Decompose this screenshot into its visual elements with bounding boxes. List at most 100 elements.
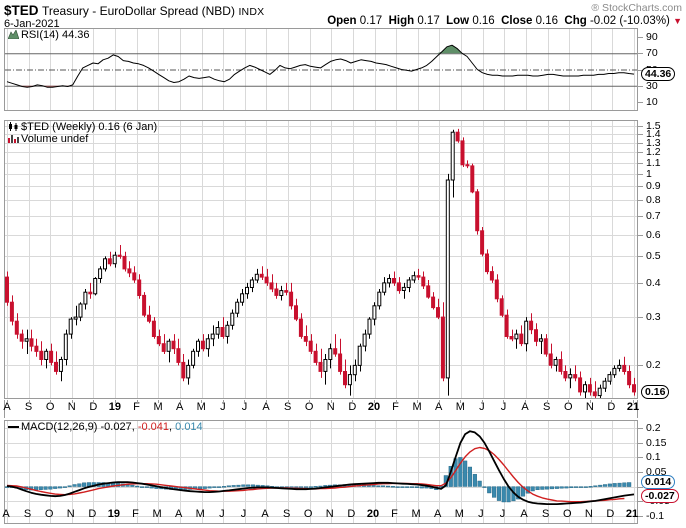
chg-label: Chg xyxy=(564,15,587,27)
axis-tick-label: 0.3 xyxy=(646,311,661,324)
x-axis-tick xyxy=(395,400,397,403)
x-axis-tick-label: 21 xyxy=(625,508,639,520)
x-axis-tick xyxy=(633,400,634,403)
macd-hist-flag: 0.014 xyxy=(641,475,676,490)
axis-tick-label: 0.7 xyxy=(646,210,661,223)
x-axis-tick xyxy=(611,400,613,403)
x-axis-tick-label: A xyxy=(2,508,10,520)
price-legend: $TED (Weekly) 0.16 (6 Jan) Volume undef xyxy=(8,121,158,145)
axis-tick-label: 1.3 xyxy=(646,136,661,149)
x-axis-tick xyxy=(438,400,440,403)
x-axis-tick-label: O xyxy=(563,401,573,413)
quote-bar: Open 0.17 High 0.17 Low 0.16 Close 0.16 … xyxy=(327,15,682,27)
x-axis-tick-label: J xyxy=(220,401,226,413)
open-label: Open xyxy=(327,15,357,27)
price-legend-text: $TED (Weekly) 0.16 (6 Jan) xyxy=(21,121,158,133)
macd-value: -0.027 xyxy=(100,421,132,433)
x-axis-tick-label: M xyxy=(195,508,205,520)
x-axis-tick xyxy=(50,400,52,403)
x-axis-tick xyxy=(546,400,548,403)
x-axis-tick-label: M xyxy=(455,401,465,413)
axis-tick-label: 1.2 xyxy=(646,146,661,159)
x-axis-tick-label: O xyxy=(562,508,572,520)
x-axis-tick xyxy=(179,400,181,403)
volume-legend-text: Volume undef xyxy=(21,132,89,145)
x-axis-tick-label: F xyxy=(133,401,140,413)
x-axis-tick-label: J xyxy=(478,508,484,520)
x-axis-tick-label: 19 xyxy=(107,508,121,520)
x-axis-tick xyxy=(93,400,95,403)
rsi-plot xyxy=(5,29,637,110)
rsi-value-flag: 44.36 xyxy=(641,67,676,82)
x-axis-tick xyxy=(568,400,570,403)
axis-tick-label: 0.2 xyxy=(646,422,661,435)
x-axis-tick-label: 20 xyxy=(367,401,381,413)
down-triangle-icon: ▼ xyxy=(673,16,682,26)
x-axis-tick xyxy=(525,400,527,403)
x-axis-tick xyxy=(158,400,160,403)
symbol-ticker: $TED xyxy=(4,3,39,18)
axis-tick-label: 0.1 xyxy=(646,451,661,464)
axis-tick-label: 10 xyxy=(646,95,658,108)
axis-tick-label: 0.8 xyxy=(646,194,661,207)
x-axis-tick xyxy=(71,400,73,403)
x-axis-tick xyxy=(244,400,246,403)
rsi-axis: 907050301044.36 xyxy=(638,28,684,111)
x-axis-tick-label: D xyxy=(607,401,616,413)
x-axis-tick-label: S xyxy=(541,508,550,520)
x-axis-tick-label: N xyxy=(325,508,334,520)
axis-tick-label: 0.4 xyxy=(646,276,661,289)
price-panel: $TED (Weekly) 0.16 (6 Jan) Volume undef xyxy=(4,120,638,399)
x-axis-tick xyxy=(460,400,462,403)
close-value: 0.16 xyxy=(535,15,559,27)
rsi-legend: RSI(14) 44.36 xyxy=(8,29,89,42)
x-axis-tick-label: A xyxy=(434,508,442,520)
x-axis-tick-label: S xyxy=(283,401,292,413)
x-axis-tick xyxy=(222,400,224,403)
axis-tick-label: 1.4 xyxy=(646,127,661,140)
x-axis-tick-label: S xyxy=(542,401,551,413)
macd-legend-label: MACD(12,26,9) xyxy=(21,421,98,433)
volume-bars-icon xyxy=(8,134,19,143)
quote-date: 6-Jan-2021 xyxy=(4,18,60,30)
close-label: Close xyxy=(501,15,533,27)
x-axis-tick-label: M xyxy=(411,508,421,520)
macd-line-icon xyxy=(8,426,19,428)
x-axis-tick-label: 19 xyxy=(108,401,122,413)
macd-plot xyxy=(5,421,637,523)
x-axis-tick-label: D xyxy=(89,401,98,413)
x-axis-tick-label: J xyxy=(499,508,506,520)
macd-axis: 0.20.150.10.050-0.05-0.10.014-0.027 xyxy=(638,420,684,524)
x-axis-tick-label: J xyxy=(479,401,485,413)
x-axis-tick-label: N xyxy=(67,401,76,413)
x-axis-tick xyxy=(266,400,268,403)
x-axis-tick-label: F xyxy=(391,508,398,520)
x-axis-tick-label: N xyxy=(326,401,335,413)
x-axis-tick-label: A xyxy=(521,401,529,413)
high-label: High xyxy=(388,15,415,27)
rsi-panel: RSI(14) 44.36 xyxy=(4,28,638,111)
x-axis-tick-label: N xyxy=(584,508,593,520)
price-axis: 1.5 1.4 1.3 1.2 1.1 1 0.9 0.8 0.7 0.6 0.5 0.4 0.3 0.2… xyxy=(638,120,684,399)
x-axis-tick xyxy=(589,400,591,403)
x-axis-primary: A S O N D 19 F M A M J J A S O N D 20 F M A M J J A S O N D 21 xyxy=(3,400,640,418)
x-axis-tick xyxy=(287,400,289,403)
macd-signal-value: -0.041 xyxy=(137,421,170,433)
x-axis-tick-label: A xyxy=(3,401,11,413)
x-axis-tick xyxy=(481,400,483,403)
x-axis-tick xyxy=(136,400,138,403)
x-axis-tick-label: S xyxy=(282,508,291,520)
axis-tick-label: 0.2 xyxy=(646,359,661,372)
macd-value-flag: -0.027 xyxy=(641,489,679,504)
x-axis-tick-label: 21 xyxy=(626,401,640,413)
axis-tick-label: 0.6 xyxy=(646,228,661,241)
axis-tick-label: 1.1 xyxy=(646,156,661,169)
x-axis-tick-label: D xyxy=(88,508,97,520)
x-axis-tick-label: O xyxy=(304,401,314,413)
x-axis-tick-label: M xyxy=(454,508,464,520)
x-axis-tick-label: A xyxy=(435,401,443,413)
x-axis-tick xyxy=(309,400,311,403)
x-axis-tick-label: D xyxy=(347,508,356,520)
x-axis-tick xyxy=(330,400,332,403)
axis-tick-label: -0.1 xyxy=(646,509,665,522)
